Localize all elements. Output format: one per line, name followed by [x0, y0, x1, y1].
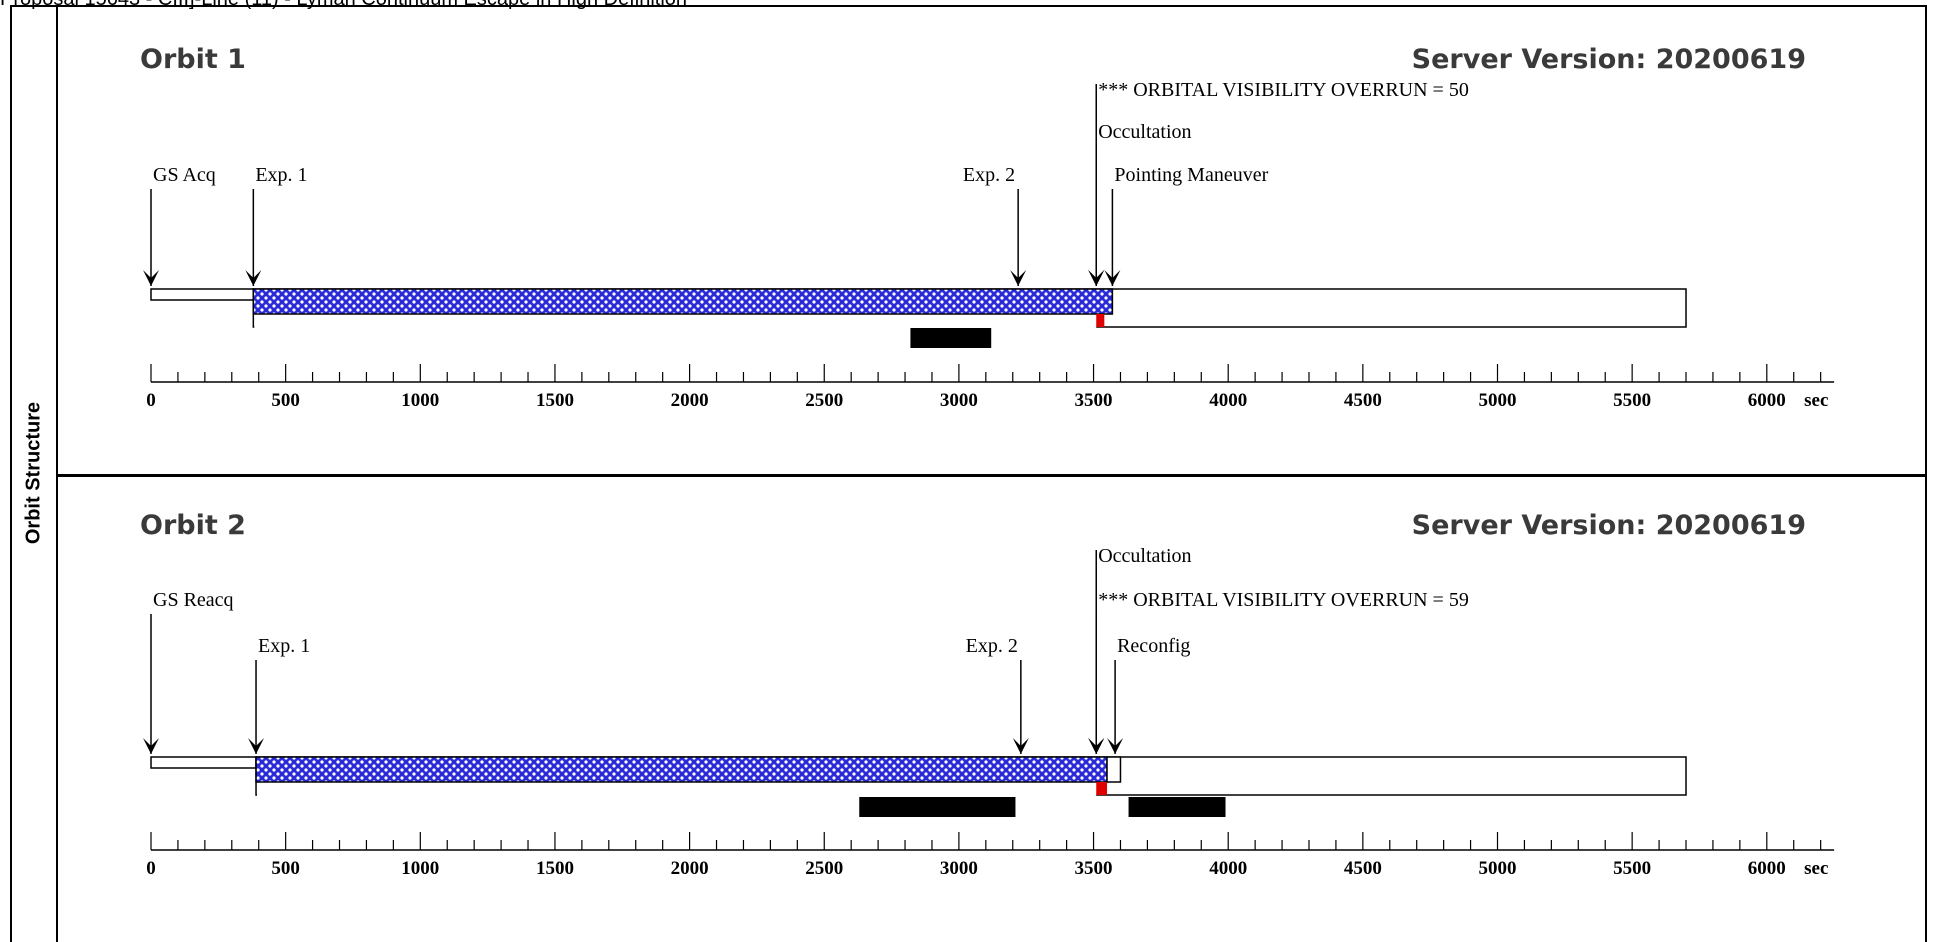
tick-label: 4500	[1344, 390, 1382, 411]
tick-label: 5000	[1479, 390, 1517, 411]
exposure-bar	[252, 288, 1114, 315]
tick-label: 2000	[671, 390, 709, 411]
orbit-frame	[10, 5, 1927, 942]
exposure-bar	[255, 756, 1108, 783]
event-arrow	[143, 738, 159, 754]
event-label: Occultation	[1098, 545, 1191, 567]
tick-label: 4000	[1209, 858, 1247, 879]
occultation-marker	[1096, 782, 1108, 795]
tick-label: 1500	[536, 390, 574, 411]
window-gap	[257, 782, 1097, 797]
tick-label: 1500	[536, 858, 574, 879]
event-label: Exp. 2	[966, 635, 1018, 657]
tick-label: 5500	[1613, 858, 1651, 879]
tick-label: 2500	[805, 390, 843, 411]
event-arrow	[1012, 738, 1029, 754]
tick-label: 0	[146, 390, 156, 411]
window-gap	[254, 314, 1097, 329]
orbit-divider	[58, 474, 1927, 477]
event-label: *** ORBITAL VISIBILITY OVERRUN = 59	[1098, 589, 1469, 611]
event-label: GS Reacq	[153, 589, 234, 611]
orbit-title: Orbit 1	[140, 44, 246, 75]
event-arrow	[143, 270, 159, 286]
tick-label: 6000	[1748, 390, 1786, 411]
tick-label: 3000	[940, 858, 978, 879]
tick-label: 5000	[1479, 858, 1517, 879]
event-arrow	[1010, 270, 1027, 286]
event-label: Exp. 2	[963, 164, 1015, 186]
axis-unit: sec	[1804, 858, 1828, 879]
axis-unit: sec	[1804, 390, 1828, 411]
orbit-title: Orbit 2	[140, 510, 246, 541]
tick-label: 1000	[401, 390, 439, 411]
tick-label: 2000	[671, 858, 709, 879]
tick-label: 1000	[401, 858, 439, 879]
event-arrow	[1107, 738, 1124, 754]
server-version: Server Version: 20200619	[1412, 510, 1806, 541]
activity-block	[859, 797, 1016, 817]
tick-label: 2500	[805, 858, 843, 879]
event-label: Exp. 1	[258, 635, 310, 657]
reconfig-segment	[1106, 756, 1122, 783]
activity-block	[910, 328, 992, 348]
tick-label: 3500	[1075, 390, 1113, 411]
event-label: *** ORBITAL VISIBILITY OVERRUN = 50	[1098, 79, 1469, 101]
event-label: Exp. 1	[255, 164, 307, 186]
tick-label: 5500	[1613, 390, 1651, 411]
event-label: Pointing Maneuver	[1114, 164, 1268, 186]
event-label: GS Acq	[153, 164, 216, 186]
ground-station-segment	[150, 288, 255, 301]
event-arrow	[248, 738, 265, 754]
tick-label: 3000	[940, 390, 978, 411]
event-label: Occultation	[1098, 121, 1191, 143]
orbit-1-panel: Orbit 1 Server Version: 20200619 GS Acq E…	[140, 44, 1835, 411]
tick-label: 4500	[1344, 858, 1382, 879]
activity-block	[1128, 797, 1226, 817]
event-label: Reconfig	[1117, 635, 1190, 657]
server-version: Server Version: 20200619	[1412, 44, 1806, 75]
event-arrow	[1104, 270, 1121, 286]
event-arrow	[245, 270, 262, 286]
event-arrow	[1088, 738, 1105, 754]
tick-label: 3500	[1075, 858, 1113, 879]
tick-label: 6000	[1748, 858, 1786, 879]
side-panel	[10, 5, 58, 942]
orbit-2-panel: Orbit 2 Server Version: 20200619 Occulta…	[140, 510, 1835, 879]
event-arrow	[1088, 270, 1105, 286]
tick-label: 500	[271, 390, 300, 411]
tick-label: 500	[271, 858, 300, 879]
ground-station-segment	[150, 756, 257, 769]
tick-label: 4000	[1209, 390, 1247, 411]
tick-label: 0	[146, 858, 156, 879]
occultation-marker	[1096, 314, 1105, 327]
